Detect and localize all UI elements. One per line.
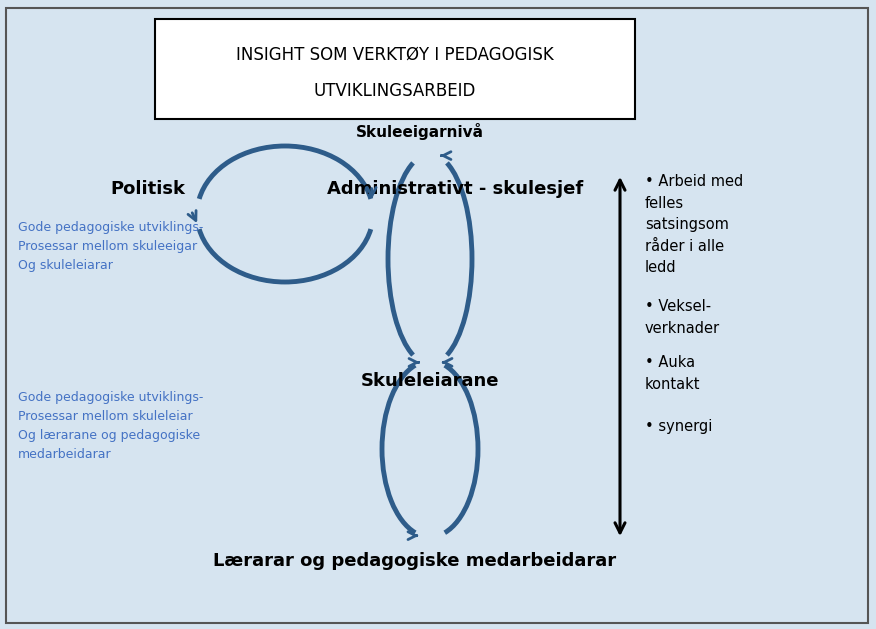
Text: Lærarar og pedagogiske medarbeidarar: Lærarar og pedagogiske medarbeidarar: [214, 552, 617, 570]
Text: • Auka
kontakt: • Auka kontakt: [645, 355, 701, 392]
Text: Politisk: Politisk: [110, 180, 186, 198]
Text: • Veksel-
verknader: • Veksel- verknader: [645, 299, 720, 336]
Text: Gode pedagogiske utviklings-
Prosessar mellom skuleeigar
Og skuleleiarar: Gode pedagogiske utviklings- Prosessar m…: [18, 221, 203, 272]
Text: • Arbeid med
felles
satsingsom
råder i alle
ledd: • Arbeid med felles satsingsom råder i a…: [645, 174, 743, 276]
Text: UTVIKLINGSARBEID: UTVIKLINGSARBEID: [314, 82, 477, 100]
Text: Skuleleiarane: Skuleleiarane: [361, 372, 499, 390]
Text: • synergi: • synergi: [645, 419, 712, 434]
FancyBboxPatch shape: [155, 19, 635, 119]
Text: INSIGHT SOM VERKTØY I PEDAGOGISK: INSIGHT SOM VERKTØY I PEDAGOGISK: [237, 46, 554, 64]
Text: Skuleeigarnivå: Skuleeigarnivå: [356, 123, 484, 140]
Text: Administrativt - skulesjef: Administrativt - skulesjef: [327, 180, 583, 198]
Text: Gode pedagogiske utviklings-
Prosessar mellom skuleleiar
Og lærarane og pedagogi: Gode pedagogiske utviklings- Prosessar m…: [18, 391, 203, 461]
